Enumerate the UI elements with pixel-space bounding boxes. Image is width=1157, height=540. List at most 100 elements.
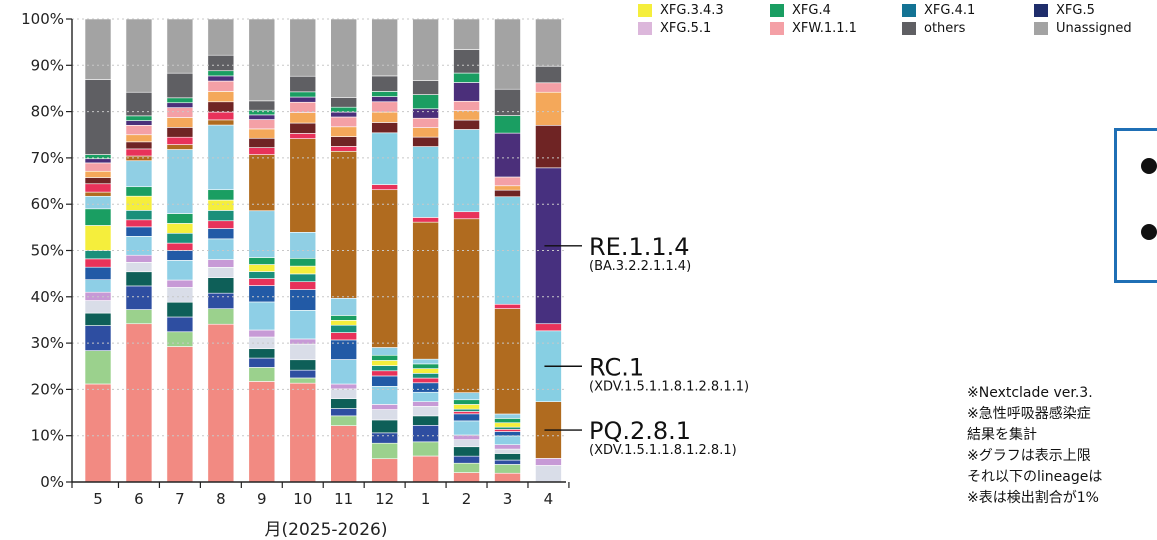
- bar-segment: [494, 448, 521, 454]
- bar-segment: [535, 323, 562, 332]
- bar-segment: [453, 399, 480, 405]
- bar-segment: [125, 285, 153, 310]
- bar-segment: [289, 289, 317, 311]
- bar-segment: [330, 408, 358, 417]
- bar-segment: [248, 278, 276, 286]
- bar-segment: [84, 18, 112, 80]
- x-tick-label: 3: [503, 490, 513, 508]
- bar-segment: [371, 365, 398, 372]
- y-tick-label: 20%: [31, 380, 64, 398]
- bar-segment: [248, 329, 276, 338]
- legend-swatch: [638, 4, 652, 17]
- bar-segment: [207, 111, 235, 121]
- bar-segment: [248, 257, 276, 265]
- bar-segment: [494, 429, 521, 432]
- legend-item: XFG.5: [1034, 2, 1157, 19]
- bar-segment: [207, 91, 235, 103]
- bar-segment: [371, 375, 398, 387]
- bar-segment: [207, 267, 235, 278]
- bar-segment: [125, 262, 153, 273]
- bar-segment: [125, 226, 153, 237]
- bar-segment: [494, 444, 521, 450]
- annotation-label: RC.1: [589, 353, 644, 381]
- bar-segment: [330, 18, 358, 98]
- legend-swatch: [770, 4, 784, 17]
- bar-segment: [330, 398, 358, 409]
- bar-segment: [207, 189, 235, 201]
- bar-segment: [207, 292, 235, 309]
- bar-segment: [125, 115, 153, 121]
- bar-segment: [289, 122, 317, 134]
- bar-segment: [412, 455, 439, 483]
- bar-segment: [207, 238, 235, 260]
- bar-segment: [535, 82, 562, 93]
- chart-legend: XFG.3.4.3 XFG.4 XFG.4.1 XFG.5 XFG.5.1 XFW.1.1…: [638, 2, 1157, 37]
- info-box: [1114, 128, 1157, 283]
- bar-segment: [330, 136, 358, 147]
- bar-segment: [535, 125, 562, 169]
- bar-segment: [412, 94, 439, 110]
- legend-label: XFG.5: [1056, 3, 1095, 18]
- bar-segment: [207, 259, 235, 268]
- bar-segment: [494, 435, 521, 445]
- bar-segment: [248, 147, 276, 155]
- bar-segment: [494, 18, 521, 90]
- bar-segment: [453, 129, 480, 213]
- bar-segment: [84, 79, 112, 155]
- bar-segment: [453, 49, 480, 74]
- x-tick-label: 7: [175, 490, 185, 508]
- note-line: ※グラフは表示上限: [967, 448, 1091, 464]
- bar-segment: [330, 315, 358, 321]
- bar-segment: [248, 128, 276, 139]
- bar-segment: [207, 308, 235, 325]
- bar-segment: [248, 348, 276, 359]
- bar-segment: [412, 363, 439, 369]
- x-tick-label: 12: [375, 490, 394, 508]
- bar-segment: [412, 217, 439, 223]
- bar-segment: [166, 72, 194, 99]
- bar-segment: [248, 109, 276, 116]
- bar-segment: [166, 316, 194, 333]
- bar-segment: [248, 285, 276, 303]
- bar-segment: [330, 111, 358, 118]
- bar-segment: [248, 381, 276, 483]
- bar-segment: [330, 359, 358, 385]
- bar-segment: [289, 138, 317, 233]
- bars-layer: [84, 18, 562, 483]
- bar-segment: [207, 75, 235, 82]
- legend-swatch: [770, 22, 784, 35]
- bar-segment: [166, 97, 194, 104]
- bar-segment: [412, 108, 439, 119]
- bar-segment: [207, 101, 235, 113]
- bar-segment: [371, 360, 398, 366]
- x-tick-label: 2: [462, 490, 472, 508]
- bar-segment: [125, 148, 153, 157]
- bar-segment: [289, 133, 317, 139]
- y-tick-label: 0%: [40, 473, 64, 491]
- bar-segment: [84, 383, 112, 483]
- bar-segment: [453, 392, 480, 401]
- legend-label: XFG.4: [792, 3, 831, 18]
- bar-segment: [330, 415, 358, 426]
- bar-segment: [125, 309, 153, 325]
- bar-segment: [412, 221, 439, 360]
- bar-segment: [453, 439, 480, 448]
- bar-segment: [84, 258, 112, 268]
- bar-segment: [166, 213, 194, 224]
- bar-segment: [125, 219, 153, 228]
- bar-segment: [125, 271, 153, 287]
- bar-segment: [84, 279, 112, 293]
- note-line: ※Nextclade ver.3.: [967, 385, 1093, 401]
- y-tick-label: 100%: [21, 10, 64, 28]
- bar-segment: [453, 455, 480, 464]
- bar-segment: [289, 382, 317, 483]
- legend-item: XFG.4: [770, 2, 902, 19]
- bar-segment: [207, 323, 235, 483]
- bar-segment: [207, 119, 235, 126]
- bar-segment: [166, 223, 194, 234]
- bar-segment: [412, 425, 439, 443]
- bar-segment: [166, 260, 194, 281]
- x-tick-label: 9: [257, 490, 267, 508]
- bar-segment: [84, 312, 112, 326]
- bar-segment: [166, 301, 194, 318]
